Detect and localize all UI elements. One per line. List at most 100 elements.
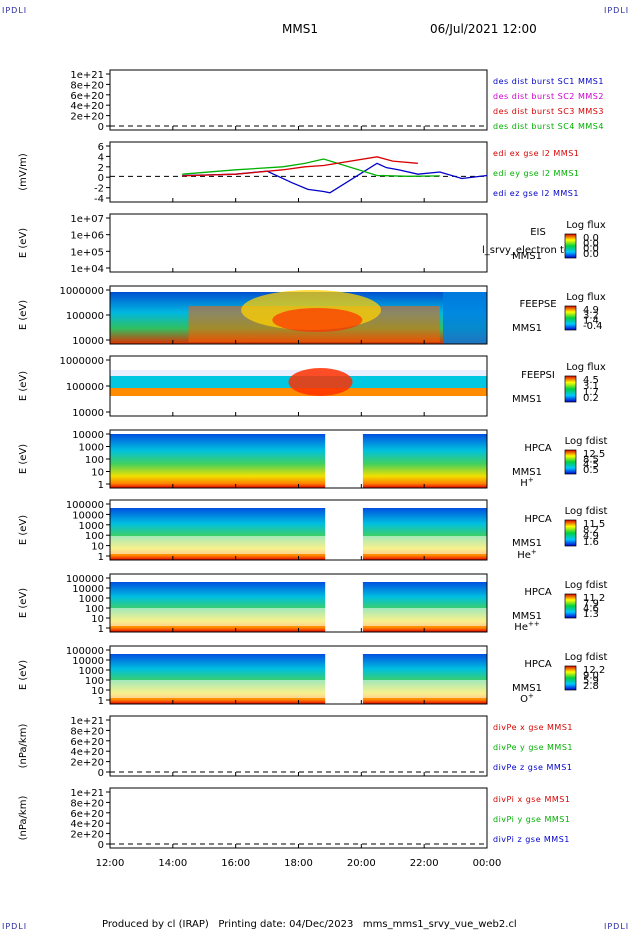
colorbar-tick: 2.8: [583, 681, 599, 692]
colorbar-tick: 3.1: [583, 381, 599, 392]
colorbar: [564, 375, 577, 403]
x-tick-label: 16:00: [221, 858, 250, 869]
colorbar: [564, 305, 577, 331]
instrument-label: HPCA: [524, 587, 552, 598]
y-tick-label: 1000: [79, 666, 104, 677]
legend-entry: edi ex gse l2 MMS1: [493, 149, 579, 158]
y-tick-label: 6e+20: [70, 809, 104, 820]
spacecraft-label: MMS1: [512, 683, 542, 694]
colorbar: [564, 665, 577, 691]
spacecraft-label: MMS1: [512, 611, 542, 622]
panel-feepsi: 1000000 100000 10000 E (eV) FEEPSI MMS1 Log fl…: [18, 355, 606, 419]
instrument-label: FEEPSI: [521, 370, 555, 381]
colorbar-tick: 0.0: [583, 244, 599, 255]
y-axis-label: E (eV): [18, 515, 29, 545]
colorbar-tick: 1.7: [583, 387, 599, 398]
colorbar-tick: 1.6: [583, 537, 599, 548]
x-tick-label: 22:00: [410, 858, 439, 869]
y-tick-label: 1000000: [59, 286, 104, 297]
y-tick-label: 1e+06: [70, 231, 104, 242]
y-tick-label: 2: [98, 163, 104, 174]
y-tick-label: 100: [85, 676, 104, 687]
y-tick-label: 1e+21: [70, 70, 104, 81]
y-tick-label: 100: [85, 531, 104, 542]
footer-printing-date: Printing date: 04/Dec/2023: [218, 919, 354, 930]
colorbar-tick: 12.5: [583, 449, 605, 460]
panel-eis: 1e+07 1e+06 1e+05 1e+04 E (eV) EIS MMS1l_srvy_…: [18, 213, 606, 275]
colorbar-tick: 8.5: [583, 454, 599, 465]
y-tick-label: 4e+20: [70, 747, 104, 758]
colorbar-title: Log fdist: [565, 652, 608, 663]
y-tick-label: -4: [94, 194, 104, 205]
colorbar-tick: -0.4: [583, 321, 603, 332]
y-tick-label: 1000: [79, 594, 104, 605]
instrument-label: HPCA: [524, 514, 552, 525]
colorbar-tick: 11.2: [583, 593, 605, 604]
y-tick-label: 10000: [72, 430, 104, 441]
y-axis-label: (nPa/km): [18, 724, 29, 769]
page-title: MMS1: [282, 22, 318, 36]
legend-entry: divPi y gse MMS1: [493, 815, 570, 824]
colorbar-tick: 11.5: [583, 519, 605, 530]
y-axis-label: (nPa/km): [18, 796, 29, 841]
y-axis-label: (mV/m): [18, 153, 29, 191]
y-tick-label: 10000: [72, 510, 104, 521]
corner-mark-bottom-right: IPDLI: [604, 922, 630, 931]
colorbar-tick: 4.9: [583, 531, 599, 542]
page-date: 06/Jul/2021 12:00: [430, 22, 537, 36]
colorbar-tick: 5.9: [583, 676, 599, 687]
y-tick-label: 10: [91, 468, 104, 479]
spacecraft-label: MMS1: [512, 323, 542, 334]
y-tick-label: 0: [98, 768, 104, 779]
feepse-core: [272, 308, 363, 332]
colorbar-tick: 4.5: [583, 460, 599, 471]
x-tick-label: 00:00: [473, 858, 502, 869]
legend-entry: divPe z gse MMS1: [493, 763, 572, 772]
colorbar: [564, 449, 577, 475]
y-tick-label: 1: [98, 696, 104, 707]
species-label: He++: [514, 620, 540, 633]
y-axis-label: E (eV): [18, 300, 29, 330]
instrument-label: EIS: [530, 227, 546, 238]
panel-feepse: 1000000 100000 10000 E (eV) FEEPSE MMS1 Log fl…: [18, 285, 606, 347]
y-tick-label: 10000: [72, 656, 104, 667]
colorbar-tick: 4.5: [583, 375, 599, 386]
hpca-left-block: [110, 434, 326, 488]
heatmap-hpca_he: [110, 508, 487, 560]
colorbar-tick: 8.2: [583, 525, 599, 536]
species-label: O+: [520, 692, 534, 705]
y-tick-label: 1000000: [59, 356, 104, 367]
footer-produced-by: Produced by cl (IRAP): [102, 919, 209, 930]
heatmap-hpca_h: [110, 434, 487, 488]
y-axis-label: E (eV): [18, 588, 29, 618]
colorbar-tick: 0.0: [583, 238, 599, 249]
species-charge: +: [528, 692, 534, 700]
y-tick-label: 1: [98, 624, 104, 635]
legend-entry: edi ey gse l2 MMS1: [493, 169, 580, 178]
y-tick-label: 10000: [72, 584, 104, 595]
spacecraft-label: MMS1: [512, 467, 542, 478]
colorbar-tick: 0.2: [583, 393, 599, 404]
colorbar-title: Log flux: [566, 362, 606, 373]
y-tick-label: 1000: [79, 443, 104, 454]
y-tick-label: 0: [98, 122, 104, 133]
y-tick-label: 4: [98, 152, 104, 163]
colorbar-tick: 12.2: [583, 665, 605, 676]
colorbar-title: Log fdist: [565, 436, 608, 447]
y-tick-label: 100: [85, 455, 104, 466]
colorbar-title: Log fdist: [565, 506, 608, 517]
y-tick-label: 100000: [66, 500, 104, 511]
y-tick-label: 10000: [72, 336, 104, 347]
y-tick-label: 8e+20: [70, 798, 104, 809]
legend-entry: des dist burst SC1 MMS1: [493, 77, 604, 86]
x-tick-label: 18:00: [284, 858, 313, 869]
hpca-speckle: [110, 536, 487, 554]
colorbar-tick: 7.9: [583, 598, 599, 609]
heatmap-hpca_o: [110, 654, 487, 704]
y-axis-label: E (eV): [18, 371, 29, 401]
